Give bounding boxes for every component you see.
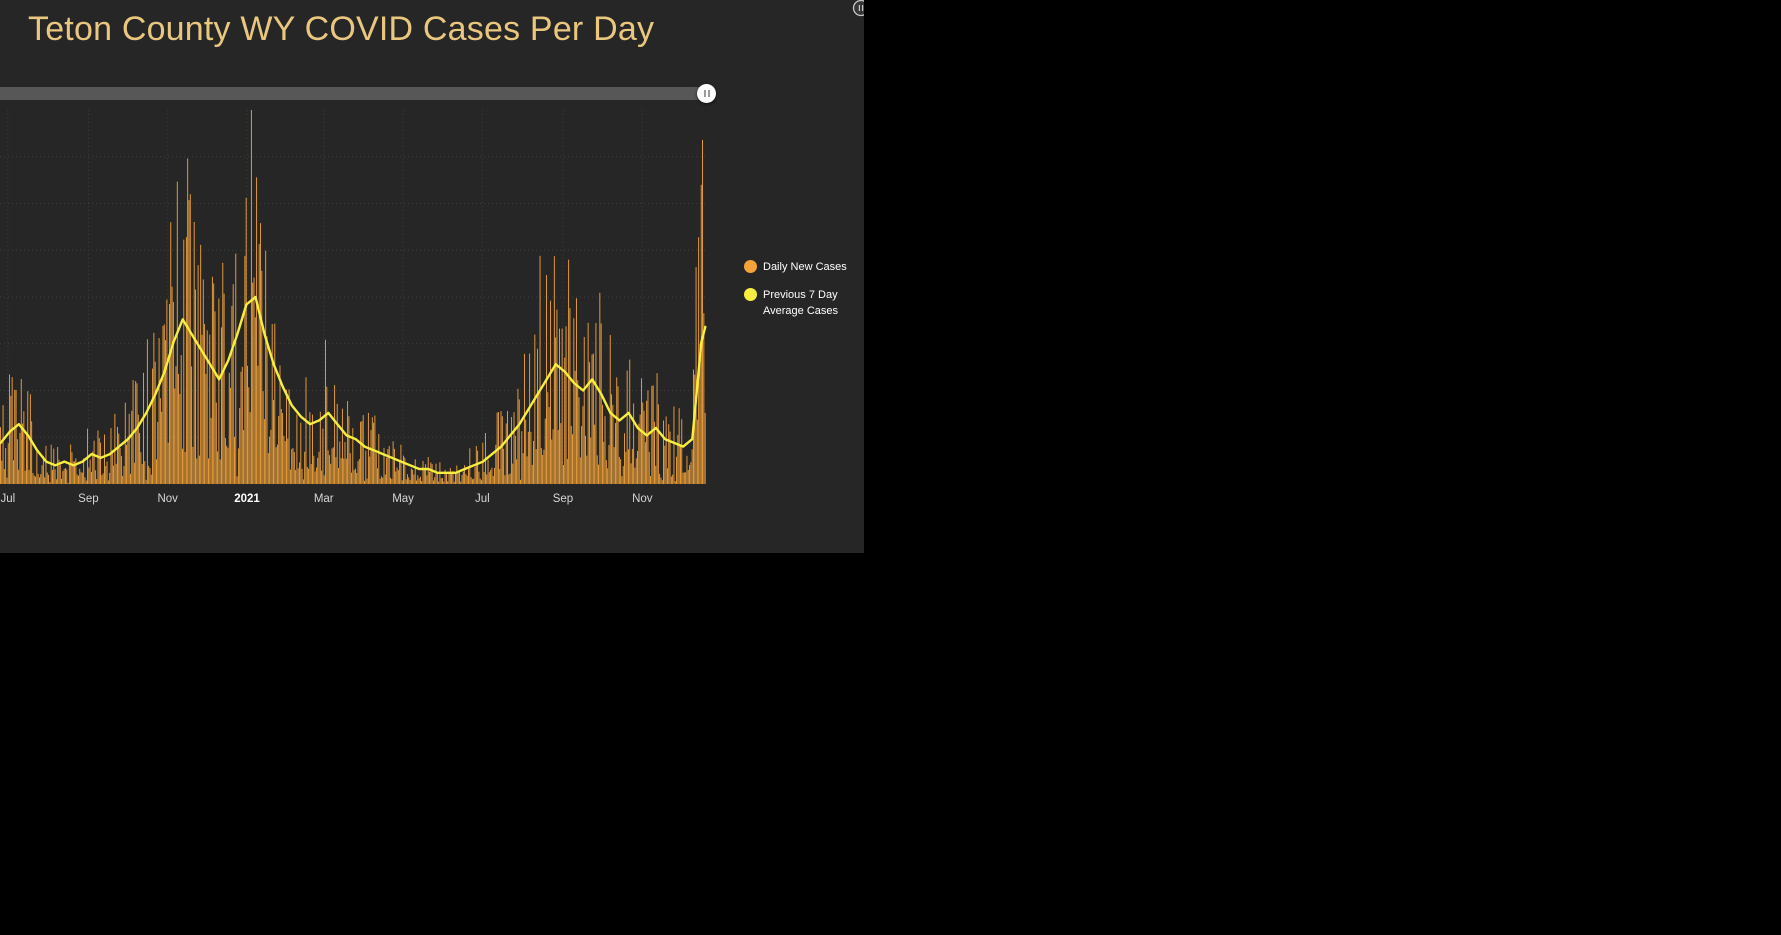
panel-options-icon-glyph bbox=[852, 0, 864, 17]
x-tick-label: Sep bbox=[78, 493, 98, 505]
seven-day-average-swatch bbox=[744, 288, 757, 302]
chart-title: Teton County WY COVID Cases Per Day bbox=[28, 10, 655, 48]
dashboard-panel: Teton County WY COVID Cases Per Day Jul S… bbox=[0, 0, 864, 553]
slider-handle[interactable] bbox=[697, 84, 716, 103]
x-tick-label: May bbox=[392, 493, 414, 505]
x-tick-label: Nov bbox=[632, 493, 653, 505]
time-range-slider[interactable] bbox=[0, 84, 720, 104]
daily-new-cases-swatch bbox=[744, 260, 757, 273]
legend-label-7-day-average: Previous 7 Day Average Cases bbox=[763, 289, 839, 317]
slider-handle-grip bbox=[703, 90, 706, 97]
slider-track[interactable] bbox=[0, 87, 712, 100]
legend-label-daily-new-cases: Daily New Cases bbox=[763, 261, 847, 273]
x-tick-label: 2021 bbox=[234, 493, 260, 505]
legend-item-7-day-average: Previous 7 Day Average Cases bbox=[744, 288, 860, 319]
x-tick-label: Sep bbox=[553, 493, 573, 505]
slider-handle-grip bbox=[707, 90, 710, 97]
covid-cases-chart[interactable]: Jul Sep Nov 2021 Mar May Jul Sep Nov bbox=[0, 106, 712, 514]
panel-options-icon[interactable] bbox=[851, 0, 864, 19]
x-tick-label: Jul bbox=[0, 493, 15, 505]
x-tick-label: Nov bbox=[157, 493, 178, 505]
x-tick-label: Jul bbox=[475, 493, 490, 505]
legend-item-daily-new-cases: Daily New Cases bbox=[744, 260, 860, 275]
x-tick-label: Mar bbox=[314, 493, 334, 505]
legend: Daily New Cases Previous 7 Day Average C… bbox=[744, 260, 860, 332]
